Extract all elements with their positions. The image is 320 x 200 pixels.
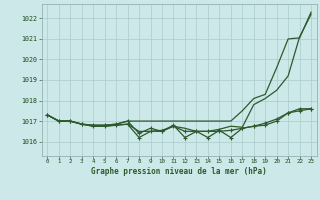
X-axis label: Graphe pression niveau de la mer (hPa): Graphe pression niveau de la mer (hPa) <box>91 167 267 176</box>
